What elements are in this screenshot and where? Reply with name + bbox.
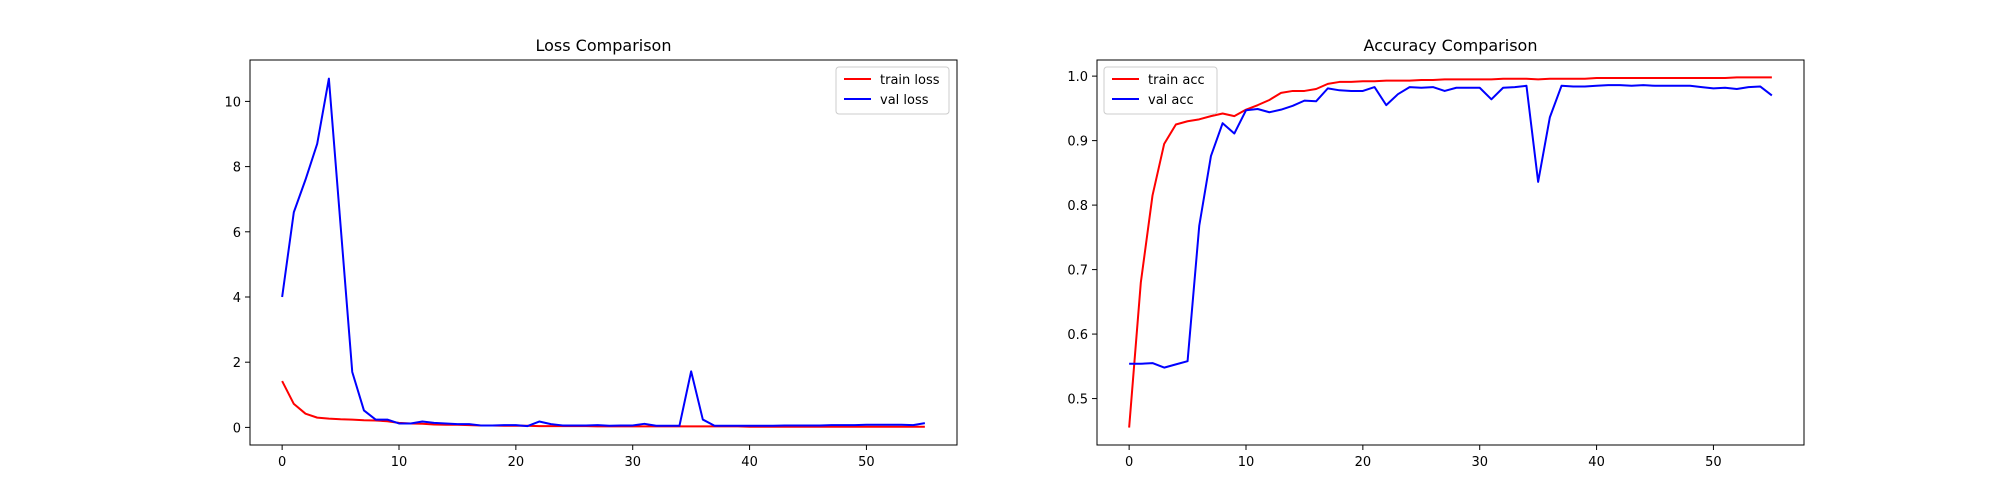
y-tick-label: 8: [233, 161, 241, 176]
legend: train acc val acc: [1103, 66, 1218, 115]
axes-frame: [1096, 59, 1805, 446]
legend-label: train loss: [880, 73, 940, 88]
y-tick-label: 0.5: [1067, 393, 1088, 408]
chart-title: Accuracy Comparison: [1364, 36, 1538, 55]
x-tick-label: 50: [858, 455, 875, 470]
x-tick-label: 20: [1355, 455, 1372, 470]
x-tick-label: 50: [1705, 455, 1722, 470]
x-tick-label: 10: [391, 455, 408, 470]
y-tick-label: 10: [224, 95, 241, 110]
x-tick-label: 0: [278, 455, 286, 470]
y-tick-label: 0.7: [1067, 264, 1088, 279]
series-line-val-acc: [1129, 84, 1773, 369]
y-tick-label: 6: [233, 226, 241, 241]
y-tick-label: 0.9: [1067, 135, 1088, 150]
x-tick-label: 40: [1588, 455, 1605, 470]
chart-title: Loss Comparison: [536, 36, 672, 55]
y-tick-label: 4: [233, 291, 241, 306]
legend: train loss val loss: [835, 66, 950, 115]
series-line-val-loss: [281, 77, 926, 428]
y-tick-label: 0: [233, 421, 241, 436]
x-tick-label: 30: [1471, 455, 1488, 470]
y-tick-label: 2: [233, 356, 241, 371]
y-tick-label: 0.8: [1067, 199, 1088, 214]
accuracy-comparison-chart: Accuracy Comparison 0 10 20 30 40 50 0.5 0.6 0.7…: [1067, 36, 1805, 470]
y-tick-label: 1.0: [1067, 70, 1088, 85]
x-tick-label: 10: [1238, 455, 1255, 470]
y-tick-label: 0.6: [1067, 328, 1088, 343]
axes-frame: [249, 59, 958, 446]
legend-label: val loss: [880, 93, 929, 108]
x-tick-label: 40: [741, 455, 758, 470]
legend-label: train acc: [1148, 73, 1205, 88]
legend-label: val acc: [1148, 93, 1194, 108]
x-tick-label: 20: [508, 455, 525, 470]
x-tick-label: 30: [624, 455, 641, 470]
x-tick-label: 0: [1125, 455, 1133, 470]
loss-comparison-chart: Loss Comparison 0 10 20 30 40 50 0 2 4 6 8 10 train …: [224, 36, 958, 470]
series-line-train-acc: [1128, 76, 1772, 428]
